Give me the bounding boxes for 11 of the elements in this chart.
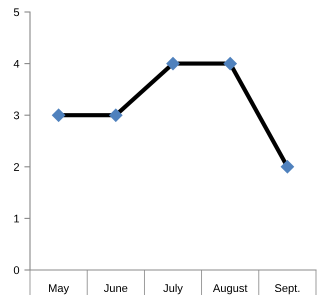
x-tick-label: Sept. [274,284,300,294]
y-tick-label: 4 [14,60,20,68]
y-tick-label: 0 [14,266,20,274]
y-tick-label: 3 [14,111,20,120]
y-tick-label: 1 [14,214,20,222]
y-tick-label: 2 [14,163,20,171]
x-tick-label: July [163,284,183,294]
x-tick-label: May [49,284,70,294]
x-tick-label: June [104,284,128,292]
y-tick-label: 5 [14,8,20,16]
x-tick-label: August [212,284,248,294]
